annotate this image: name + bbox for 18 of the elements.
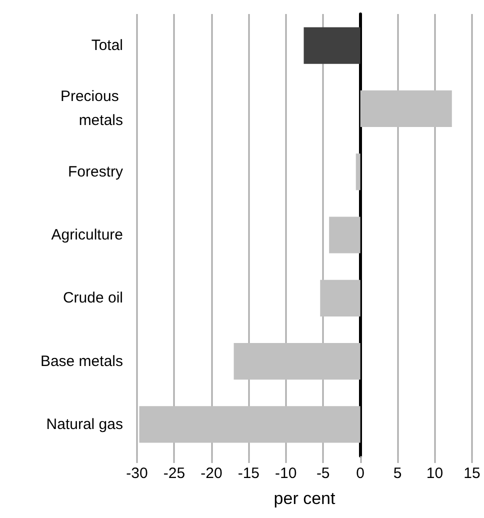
x-tick-label: 5 xyxy=(393,465,402,482)
y-tick-label: Base metals xyxy=(40,352,123,370)
x-tick-label: -15 xyxy=(238,465,260,482)
x-tick-label: 0 xyxy=(356,465,365,482)
y-tick-label: Forestry xyxy=(68,163,124,180)
x-tick-label: -5 xyxy=(316,465,330,482)
x-tick-label: -10 xyxy=(275,465,297,482)
y-tick-label: Total xyxy=(91,37,123,54)
x-tick-label: 10 xyxy=(426,465,444,482)
y-tick-label: Agriculture xyxy=(51,226,123,244)
y-tick-label: Natural gas xyxy=(46,416,123,433)
x-tick-label: -30 xyxy=(126,465,148,482)
y-tick-label: Crude oil xyxy=(62,290,123,307)
x-tick-label: -20 xyxy=(200,465,222,482)
x-axis-title: per cent xyxy=(274,489,336,508)
x-tick-label: -25 xyxy=(163,465,186,482)
x-tick-label: 15 xyxy=(464,465,480,482)
y-tick-label: Precious metals xyxy=(60,88,123,130)
